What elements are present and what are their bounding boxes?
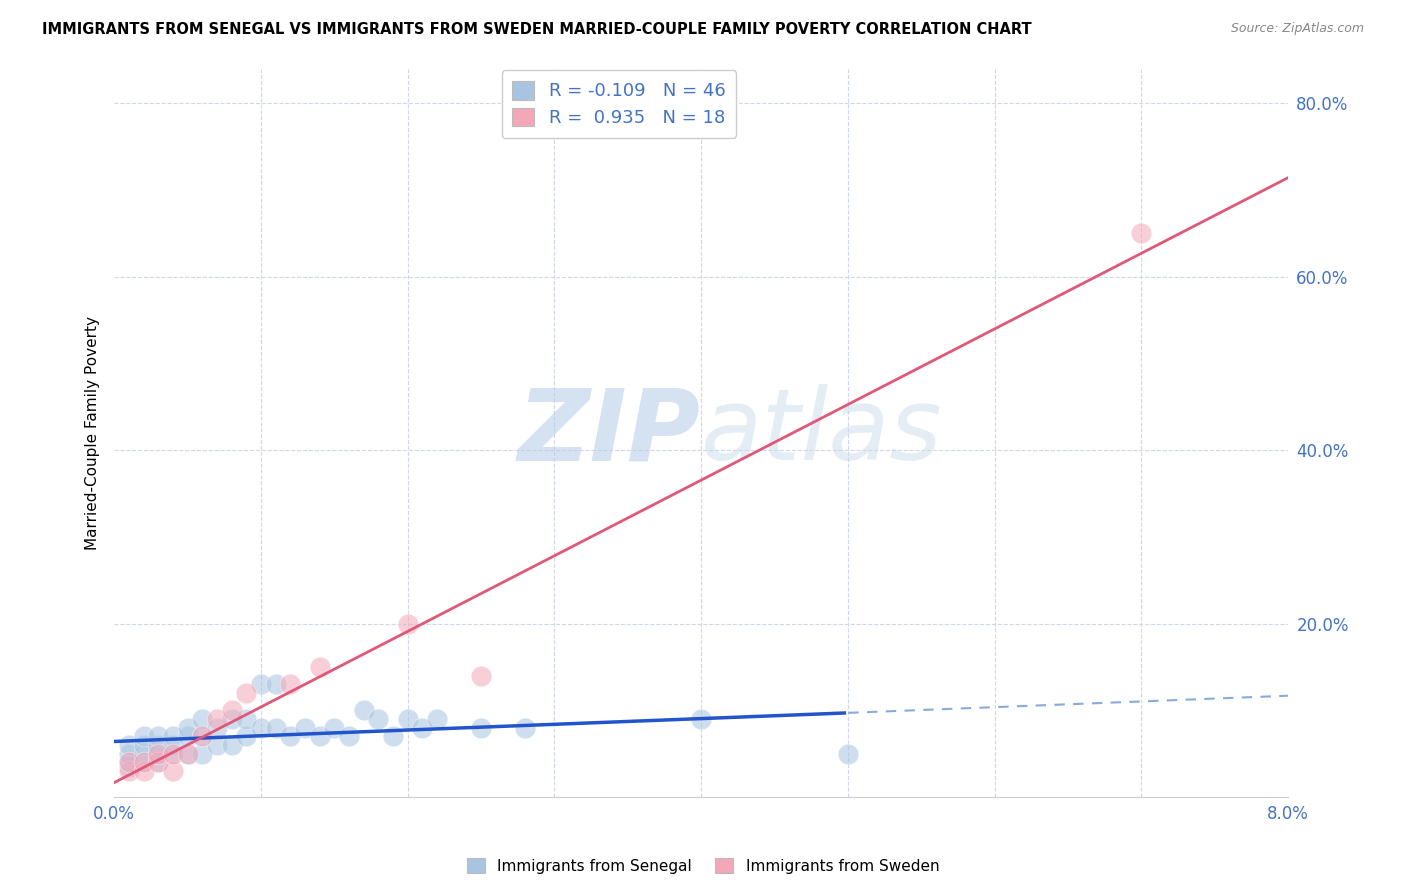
Point bbox=[132, 730, 155, 744]
Point bbox=[264, 677, 287, 691]
Point bbox=[278, 677, 301, 691]
Point bbox=[148, 730, 170, 744]
Point bbox=[176, 721, 198, 735]
Point bbox=[148, 756, 170, 770]
Point bbox=[118, 756, 141, 770]
Point bbox=[308, 730, 330, 744]
Point bbox=[118, 747, 141, 761]
Text: Source: ZipAtlas.com: Source: ZipAtlas.com bbox=[1230, 22, 1364, 36]
Point bbox=[264, 721, 287, 735]
Point bbox=[148, 756, 170, 770]
Point bbox=[132, 764, 155, 778]
Point bbox=[132, 756, 155, 770]
Legend: Immigrants from Senegal, Immigrants from Sweden: Immigrants from Senegal, Immigrants from… bbox=[461, 852, 945, 880]
Point bbox=[337, 730, 360, 744]
Point bbox=[132, 756, 155, 770]
Point bbox=[162, 738, 184, 752]
Point bbox=[690, 712, 713, 726]
Point bbox=[1130, 227, 1153, 241]
Point bbox=[250, 721, 273, 735]
Point bbox=[294, 721, 316, 735]
Point bbox=[323, 721, 346, 735]
Point bbox=[411, 721, 433, 735]
Point bbox=[132, 738, 155, 752]
Point bbox=[162, 747, 184, 761]
Point bbox=[235, 730, 257, 744]
Point bbox=[205, 738, 228, 752]
Text: atlas: atlas bbox=[702, 384, 942, 482]
Point bbox=[176, 747, 198, 761]
Point bbox=[221, 738, 243, 752]
Point bbox=[470, 669, 492, 683]
Point bbox=[162, 747, 184, 761]
Point bbox=[118, 756, 141, 770]
Point bbox=[396, 616, 419, 631]
Y-axis label: Married-Couple Family Poverty: Married-Couple Family Poverty bbox=[86, 316, 100, 549]
Point bbox=[118, 738, 141, 752]
Point bbox=[118, 764, 141, 778]
Point bbox=[148, 738, 170, 752]
Point bbox=[250, 677, 273, 691]
Point bbox=[191, 712, 214, 726]
Point bbox=[367, 712, 389, 726]
Point bbox=[176, 747, 198, 761]
Point bbox=[353, 703, 375, 717]
Point bbox=[278, 730, 301, 744]
Text: ZIP: ZIP bbox=[517, 384, 702, 482]
Point bbox=[396, 712, 419, 726]
Point bbox=[162, 764, 184, 778]
Text: IMMIGRANTS FROM SENEGAL VS IMMIGRANTS FROM SWEDEN MARRIED-COUPLE FAMILY POVERTY : IMMIGRANTS FROM SENEGAL VS IMMIGRANTS FR… bbox=[42, 22, 1032, 37]
Point bbox=[118, 760, 141, 774]
Point bbox=[162, 730, 184, 744]
Point bbox=[191, 730, 214, 744]
Point bbox=[176, 730, 198, 744]
Point bbox=[132, 747, 155, 761]
Point bbox=[837, 747, 859, 761]
Point bbox=[191, 730, 214, 744]
Point bbox=[205, 712, 228, 726]
Point bbox=[148, 747, 170, 761]
Legend: R = -0.109   N = 46, R =  0.935   N = 18: R = -0.109 N = 46, R = 0.935 N = 18 bbox=[502, 70, 737, 138]
Point bbox=[221, 703, 243, 717]
Point bbox=[513, 721, 536, 735]
Point bbox=[308, 660, 330, 674]
Point bbox=[235, 686, 257, 700]
Point bbox=[221, 712, 243, 726]
Point bbox=[381, 730, 404, 744]
Point bbox=[426, 712, 449, 726]
Point bbox=[205, 721, 228, 735]
Point bbox=[148, 747, 170, 761]
Point bbox=[191, 747, 214, 761]
Point bbox=[235, 712, 257, 726]
Point bbox=[470, 721, 492, 735]
